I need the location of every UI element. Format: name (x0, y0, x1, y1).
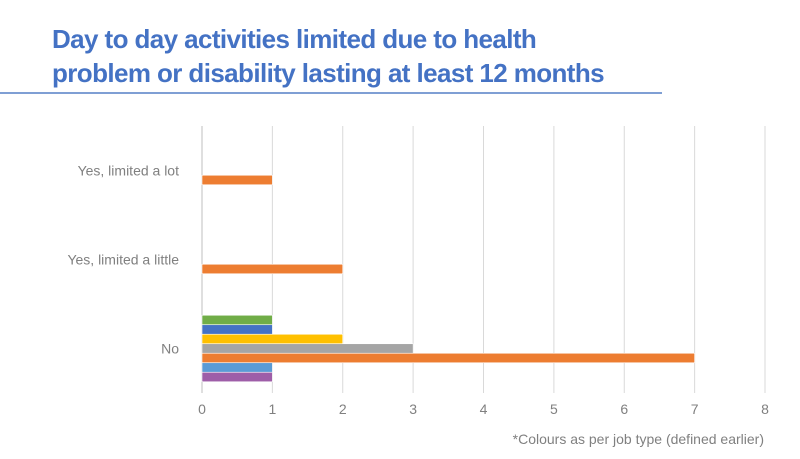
bar (201, 333, 344, 345)
x-tick-label: 2 (339, 401, 347, 417)
bar (201, 362, 273, 373)
y-category-label: Yes, limited a lot (78, 163, 180, 179)
y-category-label: No (161, 341, 179, 357)
bar (201, 352, 695, 364)
chart-title: Day to day activities limited due to hea… (52, 22, 605, 90)
bar (201, 343, 414, 354)
bar (201, 314, 273, 326)
bar (201, 324, 273, 335)
x-tick-label: 5 (550, 401, 558, 417)
chart-title-line-2: problem or disability lasting at least 1… (52, 58, 605, 88)
footnote: *Colours as per job type (defined earlie… (512, 431, 764, 447)
x-tick-label: 4 (480, 401, 488, 417)
y-category-label: Yes, limited a little (67, 252, 179, 268)
bar (201, 174, 273, 186)
title-underline (0, 92, 662, 94)
x-tick-label: 8 (761, 401, 769, 417)
x-tick-label: 7 (691, 401, 699, 417)
bar (201, 371, 273, 383)
chart-title-line-1: Day to day activities limited due to hea… (52, 24, 537, 54)
bar (201, 263, 344, 275)
x-tick-label: 3 (409, 401, 417, 417)
x-tick-label: 0 (198, 401, 206, 417)
x-tick-label: 6 (620, 401, 628, 417)
x-tick-label: 1 (268, 401, 276, 417)
